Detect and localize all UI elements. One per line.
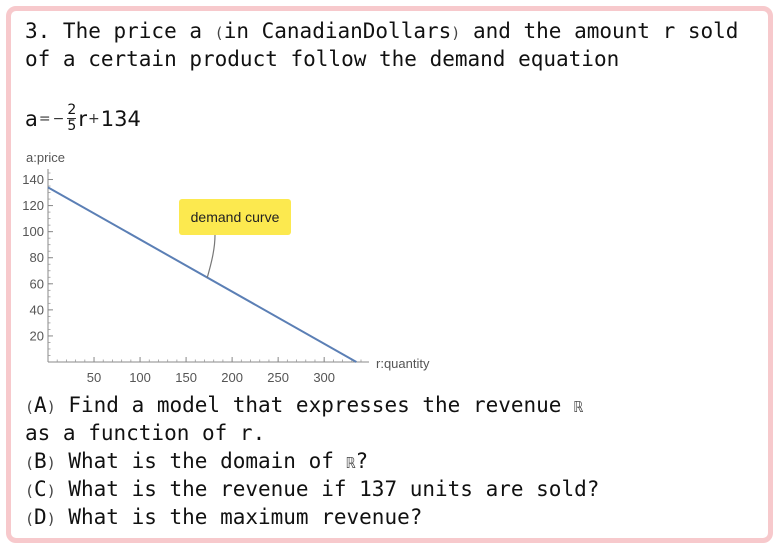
demand-equation: a = − 2 5 r + 134 [25, 103, 141, 134]
y-tick-label: 100 [22, 224, 44, 239]
x-tick-label: 300 [313, 370, 335, 385]
x-tick-label: 50 [87, 370, 101, 385]
y-tick-label: 20 [30, 328, 44, 343]
y-tick-label: 140 [22, 172, 44, 187]
eq-denominator: 5 [67, 118, 77, 134]
demand-chart: 50 100 150 200 250 300 20 40 60 80 100 120 140 a:pric… [22, 150, 430, 385]
demand-line [47, 186, 357, 363]
y-tick-label: 40 [30, 302, 44, 317]
problem-line-2: of a certain product follow the demand e… [25, 47, 620, 71]
y-tick-label: 60 [30, 276, 44, 291]
callout-pointer [206, 234, 216, 278]
eq-lhs: a [25, 106, 38, 131]
eq-constant: 134 [100, 106, 141, 131]
eq-equals: = [38, 110, 51, 127]
question-b: (B) What is the domain of ℝ? [25, 449, 369, 473]
eq-plus: + [87, 110, 100, 127]
eq-minus: − [52, 110, 65, 127]
callout-box [179, 199, 291, 235]
question-c: (C) What is the revenue if 137 units are… [25, 477, 600, 501]
x-axis-label: r:quantity [376, 356, 430, 371]
eq-variable: r [78, 106, 87, 131]
y-tick-label: 80 [30, 250, 44, 265]
problem-card: 3. The price a (in CanadianDollars) and … [6, 6, 773, 543]
x-tick-label: 150 [175, 370, 197, 385]
eq-fraction: 2 5 [67, 102, 77, 134]
x-tick-label: 100 [129, 370, 151, 385]
question-a: (A) Find a model that expresses the reve… [25, 393, 584, 417]
y-axis-label: a:price [26, 150, 65, 165]
y-tick-label: 120 [22, 198, 44, 213]
x-tick-label: 250 [267, 370, 289, 385]
callout-label: demand curve [191, 209, 280, 225]
eq-numerator: 2 [67, 102, 77, 118]
x-tick-label: 200 [221, 370, 243, 385]
problem-line-1: 3. The price a (in CanadianDollars) and … [25, 19, 739, 43]
question-d: (D) What is the maximum revenue? [25, 505, 423, 529]
question-a-continued: as a function of r. [25, 421, 266, 445]
